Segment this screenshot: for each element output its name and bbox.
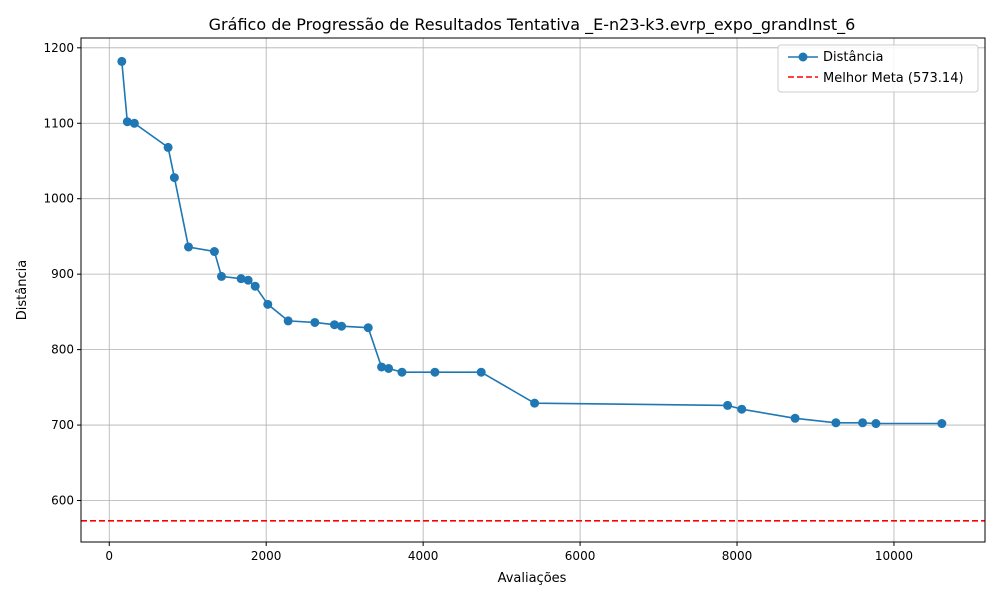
plot-frame (80, 37, 986, 543)
x-tick-label: 10000 (875, 549, 913, 563)
data-point (216, 271, 226, 281)
x-axis-label: Avaliações (498, 571, 567, 586)
data-point (937, 419, 947, 429)
data-point (169, 173, 179, 183)
y-tick-label: 1100 (43, 116, 74, 130)
y-tick-label: 700 (51, 418, 74, 432)
data-point (209, 247, 219, 257)
series-layer (117, 56, 947, 429)
y-tick-label: 600 (51, 494, 74, 508)
y-tick-label: 800 (51, 343, 74, 357)
data-point (129, 118, 139, 128)
data-point (363, 323, 373, 333)
data-point (384, 363, 394, 373)
data-point (163, 142, 173, 152)
data-point (243, 275, 253, 285)
x-tick-label: 0 (105, 549, 113, 563)
data-point (430, 367, 440, 377)
data-point (858, 418, 868, 428)
data-point (737, 404, 747, 414)
legend-marker-distancia (798, 52, 808, 62)
data-point (184, 242, 194, 252)
data-point (310, 317, 320, 327)
data-point (117, 56, 127, 66)
data-point (263, 299, 273, 309)
y-tick-label: 1000 (43, 192, 74, 206)
data-point (337, 321, 347, 331)
chart-title: Gráfico de Progressão de Resultados Tent… (209, 15, 856, 35)
y-tick-label: 1200 (43, 41, 74, 55)
data-point (723, 400, 733, 410)
y-axis: 600 700 800 900 1000 1100 1200 (43, 41, 81, 508)
x-tick-label: 4000 (408, 549, 439, 563)
x-tick-label: 6000 (565, 549, 596, 563)
data-point (831, 418, 841, 428)
data-point (530, 398, 540, 408)
series-line-distancia (121, 61, 942, 425)
data-point (329, 320, 339, 330)
data-point (377, 362, 387, 372)
legend-box (777, 44, 979, 93)
data-point (397, 367, 407, 377)
data-point (476, 367, 486, 377)
y-axis-label: Distância (15, 260, 30, 320)
data-point (250, 281, 260, 291)
x-tick-label: 2000 (251, 549, 282, 563)
data-point (122, 117, 132, 127)
grid (81, 38, 985, 542)
data-point (283, 316, 293, 326)
x-tick-label: 8000 (722, 549, 753, 563)
legend-label-distancia: Distância (823, 50, 883, 65)
x-axis: 0 2000 4000 6000 8000 10000 (105, 542, 913, 563)
y-tick-label: 900 (51, 267, 74, 281)
data-point (236, 274, 246, 284)
data-point (871, 419, 881, 429)
legend: Distância Melhor Meta (573.14) (777, 44, 979, 93)
data-point (790, 413, 800, 423)
legend-label-melhor-meta: Melhor Meta (573.14) (823, 71, 964, 86)
